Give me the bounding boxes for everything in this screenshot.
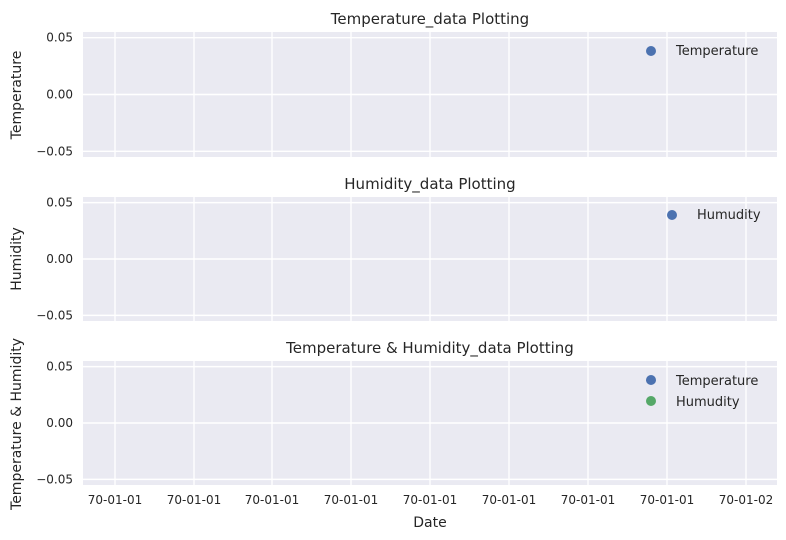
y-tick-label: −0.05 xyxy=(36,472,73,486)
chart-title: Temperature & Humidity_data Plotting xyxy=(285,339,574,358)
x-tick-label: 70-01-01 xyxy=(245,493,299,507)
chart-title: Temperature_data Plotting xyxy=(330,10,529,29)
y-tick-label: −0.05 xyxy=(36,144,73,158)
y-tick-label: 0.05 xyxy=(46,360,73,374)
legend: Humudity xyxy=(667,208,761,223)
y-axis-label: Temperature xyxy=(9,51,25,141)
legend-label: Humudity xyxy=(697,208,761,223)
chart-title: Humidity_data Plotting xyxy=(344,175,515,194)
y-tick-label: 0.00 xyxy=(46,416,73,430)
x-tick-label: 70-01-01 xyxy=(88,493,142,507)
legend: Temperature Humudity xyxy=(646,374,758,410)
x-axis-label: Date xyxy=(413,515,446,531)
x-tick-label: 70-01-01 xyxy=(324,493,378,507)
legend: Temperature xyxy=(646,44,758,59)
legend-marker xyxy=(646,375,656,385)
y-tick-label: 0.00 xyxy=(46,88,73,102)
subplot-1: 0.05 0.00 −0.05 Temperature_data Plotting Te… xyxy=(9,10,777,158)
y-axis-label: Temperature & Humidity xyxy=(9,338,25,511)
y-axis-label: Humidity xyxy=(9,227,25,290)
legend-label: Humudity xyxy=(676,395,740,410)
legend-marker xyxy=(667,210,677,220)
x-tick-label: 70-01-01 xyxy=(640,493,694,507)
legend-label: Temperature xyxy=(675,44,758,59)
legend-marker xyxy=(646,46,656,56)
subplot-2: 0.05 0.00 −0.05 Humidity_data Plotting Humid… xyxy=(9,175,777,322)
y-tick-label: 0.05 xyxy=(46,31,73,45)
x-tick-label: 70-01-01 xyxy=(482,493,536,507)
legend-marker xyxy=(646,396,656,406)
y-tick-label: −0.05 xyxy=(36,308,73,322)
y-tick-label: 0.00 xyxy=(46,252,73,266)
x-tick-label: 70-01-01 xyxy=(167,493,221,507)
x-tick-label: 70-01-02 xyxy=(719,493,773,507)
x-tick-label: 70-01-01 xyxy=(403,493,457,507)
subplot-3: 0.05 0.00 −0.05 70-01-01 70-01-01 70-01-01 70-… xyxy=(9,338,777,531)
x-tick-label: 70-01-01 xyxy=(561,493,615,507)
legend-label: Temperature xyxy=(675,374,758,389)
y-tick-label: 0.05 xyxy=(46,196,73,210)
